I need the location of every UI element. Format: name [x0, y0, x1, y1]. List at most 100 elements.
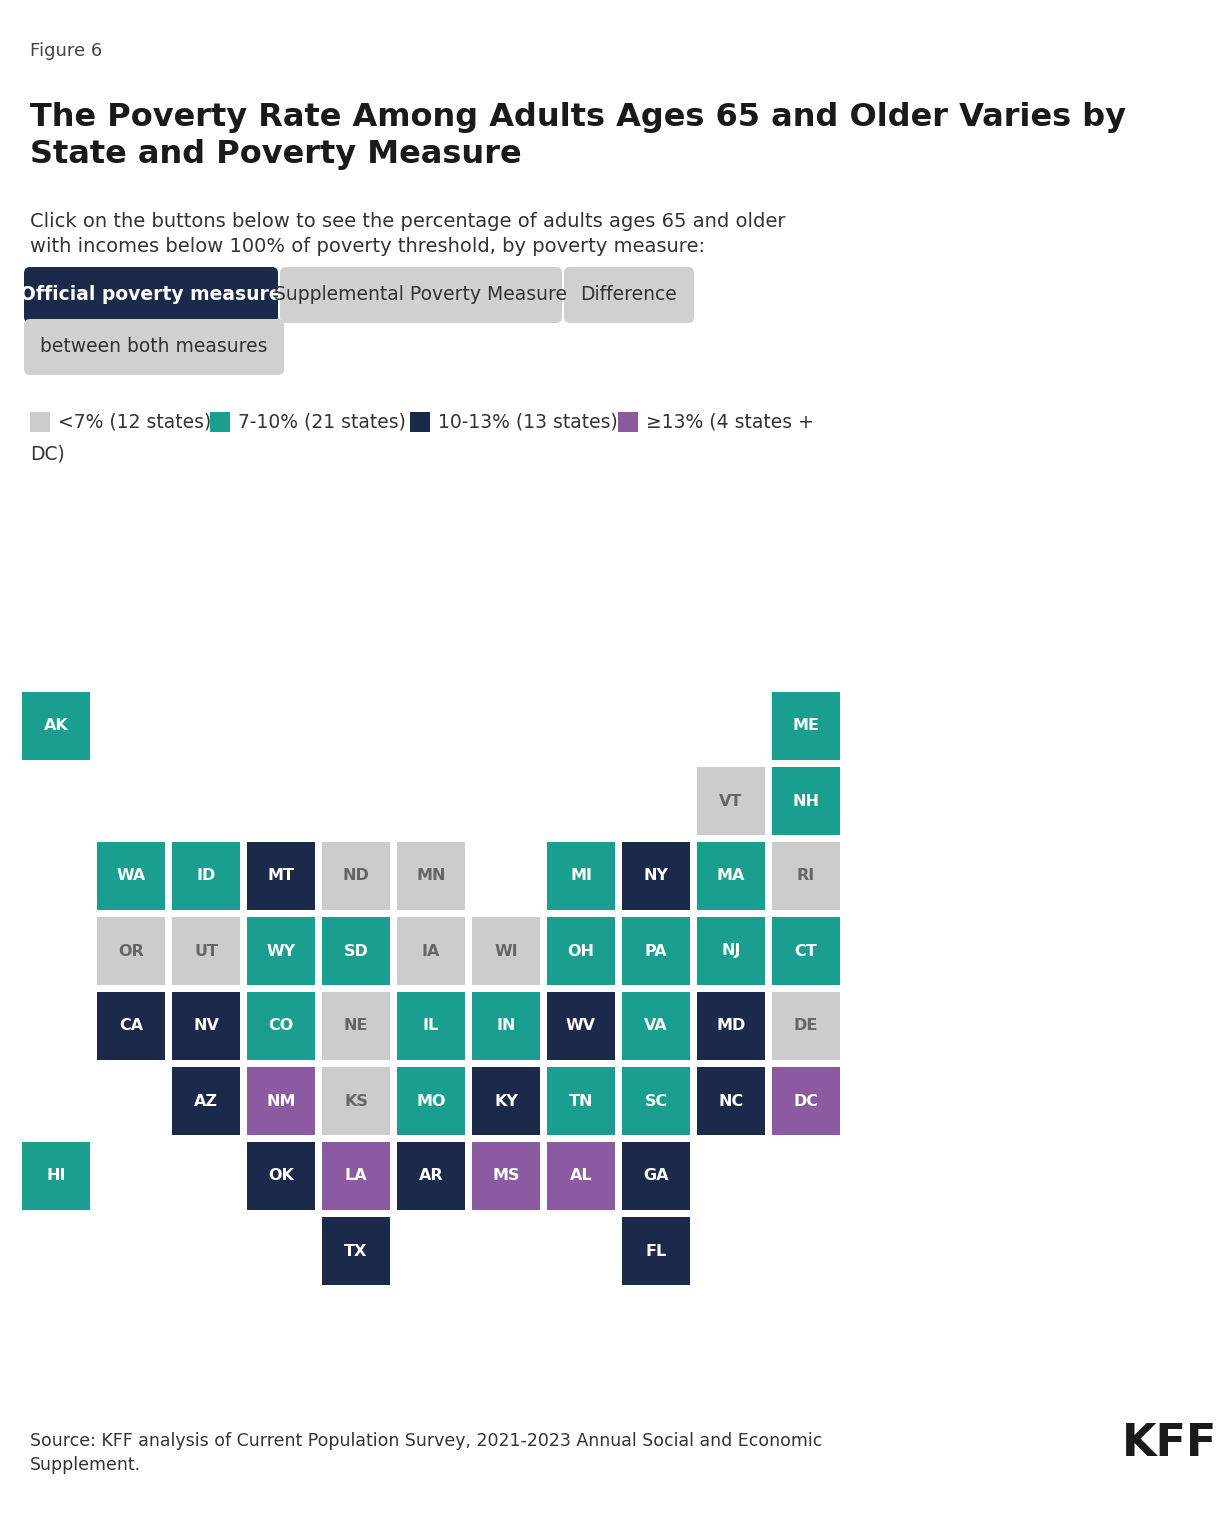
Bar: [772, 843, 841, 910]
Text: Supplemental Poverty Measure: Supplemental Poverty Measure: [274, 285, 567, 305]
Text: IN: IN: [497, 1019, 516, 1034]
Text: SC: SC: [644, 1094, 667, 1109]
Text: SD: SD: [344, 944, 368, 959]
Text: OR: OR: [118, 944, 144, 959]
Text: ND: ND: [343, 869, 370, 884]
Bar: [697, 918, 765, 985]
Bar: [410, 412, 429, 432]
Bar: [547, 993, 615, 1060]
Text: CT: CT: [794, 944, 817, 959]
Bar: [322, 1066, 390, 1135]
Bar: [772, 768, 841, 835]
Text: AK: AK: [44, 719, 68, 734]
Bar: [322, 1141, 390, 1210]
Bar: [622, 1141, 691, 1210]
Text: UT: UT: [194, 944, 218, 959]
Text: CA: CA: [118, 1019, 143, 1034]
Bar: [622, 843, 691, 910]
Bar: [622, 993, 691, 1060]
Bar: [322, 993, 390, 1060]
FancyBboxPatch shape: [281, 267, 562, 323]
Text: ≥13% (4 states +: ≥13% (4 states +: [647, 412, 814, 432]
Bar: [396, 1141, 465, 1210]
Bar: [246, 1066, 315, 1135]
FancyBboxPatch shape: [564, 267, 694, 323]
Text: KY: KY: [494, 1094, 518, 1109]
Bar: [472, 1141, 540, 1210]
Text: 7-10% (21 states): 7-10% (21 states): [238, 412, 406, 432]
Text: AL: AL: [570, 1169, 593, 1184]
Bar: [172, 843, 240, 910]
Bar: [172, 993, 240, 1060]
Text: DC: DC: [793, 1094, 819, 1109]
Bar: [547, 1141, 615, 1210]
Text: MO: MO: [416, 1094, 445, 1109]
Text: OH: OH: [567, 944, 594, 959]
Text: AZ: AZ: [194, 1094, 218, 1109]
Bar: [619, 412, 638, 432]
Bar: [98, 918, 165, 985]
Text: Figure 6: Figure 6: [30, 41, 102, 60]
Text: WI: WI: [494, 944, 517, 959]
Text: <7% (12 states): <7% (12 states): [59, 412, 211, 432]
Text: LA: LA: [345, 1169, 367, 1184]
Bar: [246, 993, 315, 1060]
Bar: [396, 843, 465, 910]
Text: DC): DC): [30, 444, 65, 464]
Bar: [22, 692, 90, 760]
Text: VA: VA: [644, 1019, 667, 1034]
Text: NE: NE: [344, 1019, 368, 1034]
Text: IA: IA: [422, 944, 440, 959]
FancyBboxPatch shape: [24, 267, 278, 323]
Bar: [210, 412, 231, 432]
Text: HI: HI: [46, 1169, 66, 1184]
Bar: [547, 1066, 615, 1135]
Bar: [472, 918, 540, 985]
Bar: [172, 1066, 240, 1135]
Text: RI: RI: [797, 869, 815, 884]
Bar: [547, 918, 615, 985]
Bar: [172, 918, 240, 985]
Text: KFF: KFF: [1122, 1422, 1218, 1465]
Text: between both measures: between both measures: [40, 337, 267, 357]
Bar: [472, 993, 540, 1060]
Text: CO: CO: [268, 1019, 294, 1034]
Bar: [697, 843, 765, 910]
Text: GA: GA: [643, 1169, 669, 1184]
Bar: [30, 412, 50, 432]
Bar: [322, 918, 390, 985]
Text: WV: WV: [566, 1019, 597, 1034]
Text: NH: NH: [793, 794, 820, 809]
Text: WY: WY: [266, 944, 295, 959]
Text: The Poverty Rate Among Adults Ages 65 and Older Varies by
State and Poverty Meas: The Poverty Rate Among Adults Ages 65 an…: [30, 103, 1126, 170]
Bar: [547, 843, 615, 910]
Text: 10-13% (13 states): 10-13% (13 states): [438, 412, 617, 432]
Text: WA: WA: [116, 869, 145, 884]
Bar: [772, 918, 841, 985]
Text: MD: MD: [716, 1019, 745, 1034]
Bar: [697, 768, 765, 835]
Text: ME: ME: [793, 719, 820, 734]
Text: Official poverty measure: Official poverty measure: [21, 285, 282, 305]
FancyBboxPatch shape: [24, 319, 284, 375]
Text: TX: TX: [344, 1244, 367, 1258]
Bar: [22, 1141, 90, 1210]
Text: ID: ID: [196, 869, 216, 884]
Text: Difference: Difference: [581, 285, 677, 305]
Bar: [396, 993, 465, 1060]
Text: MI: MI: [570, 869, 592, 884]
Text: NC: NC: [719, 1094, 744, 1109]
Bar: [697, 993, 765, 1060]
Bar: [472, 1066, 540, 1135]
Bar: [246, 843, 315, 910]
Bar: [246, 1141, 315, 1210]
Bar: [622, 918, 691, 985]
Bar: [396, 1066, 465, 1135]
Bar: [772, 1066, 841, 1135]
Text: Source: KFF analysis of Current Population Survey, 2021-2023 Annual Social and E: Source: KFF analysis of Current Populati…: [30, 1432, 822, 1474]
Bar: [246, 918, 315, 985]
Text: NM: NM: [266, 1094, 295, 1109]
Text: Click on the buttons below to see the percentage of adults ages 65 and older
wit: Click on the buttons below to see the pe…: [30, 211, 786, 256]
Bar: [98, 993, 165, 1060]
Text: KS: KS: [344, 1094, 368, 1109]
